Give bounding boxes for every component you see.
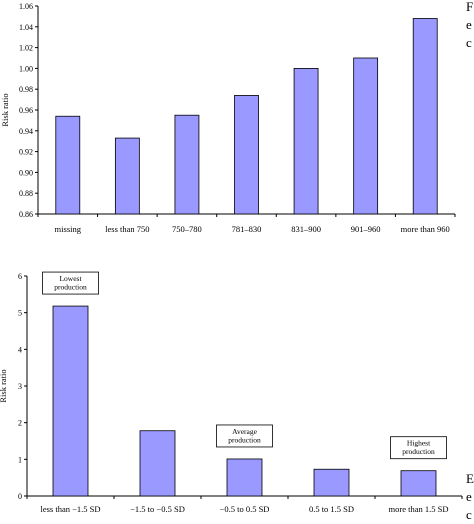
annotation-text: Average [232,427,258,436]
y-tick-label: 1.00 [19,64,33,73]
bar [412,18,438,215]
y-tick-label: 0.92 [19,148,33,157]
annotation-frame [216,424,273,448]
y-tick-label: 4 [18,345,22,354]
y-tick-label: 1.04 [19,23,33,32]
y-tick-label: 3 [18,382,22,391]
side-text-top: F e c [466,0,473,52]
category-label: more than 1.5 SD [389,504,449,514]
side-text-top-line-3: c [466,35,472,50]
category-label: −1.5 to −0.5 SD [130,504,185,514]
bar [234,95,259,215]
annotation-text: Highest [407,439,431,448]
bar [55,115,81,215]
category-label: −0.5 to 0.5 SD [220,504,270,514]
y-tick-label: 0.96 [19,106,33,115]
category-label: less than −1.5 SD [40,504,100,514]
y-tick-label: 0 [18,492,22,501]
y-tick-label: 0.90 [19,168,33,177]
annotation-text: production [228,435,261,444]
bar [293,68,319,215]
side-text-top-line-1: F [466,0,474,14]
chart-income-groups: 0.86 0.88 0.90 0.92 0.94 0.96 0.98 1.00 1.02 1.04… [0,2,456,234]
bar [52,305,89,497]
category-label: 831–900 [291,224,321,234]
bar [174,114,200,215]
category-label: missing [55,224,82,234]
y-tick-label: 0.94 [19,127,33,136]
bar [114,137,140,215]
y-tick-label: 1.06 [19,2,33,11]
side-text-top-line-2: e [466,17,472,32]
bar [313,468,350,497]
y-tick-label: 5 [18,309,22,318]
annotation-frame [390,436,447,460]
category-label: less than 750 [105,224,149,234]
side-text-bottom-line-1: E [466,471,474,486]
annotation-text: production [54,283,87,292]
category-label: 781–830 [232,224,262,234]
category-label: 901–960 [351,224,381,234]
chart-production-groups: 0 1 2 3 4 5 6 less than −1.5 SD −1.5 to −0.5 SD −… [0,271,463,514]
side-text-bottom-line-2: e [466,489,472,504]
y-tick-label: 1 [18,455,22,464]
annotation-text: production [402,447,435,456]
side-text-bottom-line-3: c [466,507,472,522]
y-tick-label: 0.98 [19,85,33,94]
y-tick-label: 0.88 [19,189,33,198]
y-tick-label: 0.86 [19,210,33,219]
category-label: 0.5 to 1.5 SD [309,504,354,514]
category-label: 750–780 [172,224,202,234]
y-tick-label: 6 [18,272,22,281]
bar [353,57,379,215]
y-axis-label: Risk ratio [0,93,10,126]
y-tick-label: 2 [18,419,22,428]
bar [400,470,437,497]
bar [226,458,263,497]
y-axis-label: Risk ratio [0,369,8,402]
side-text-bottom: E e c [466,470,474,524]
bar [139,430,176,497]
y-tick-label: 1.02 [19,44,33,53]
annotation-text: Lowest [59,274,82,283]
category-label: more than 960 [401,224,450,234]
annotation-frame [42,271,99,295]
